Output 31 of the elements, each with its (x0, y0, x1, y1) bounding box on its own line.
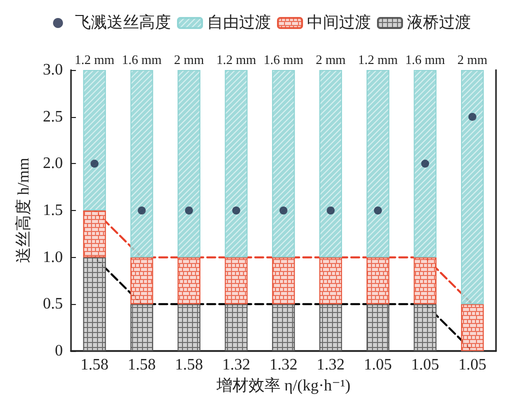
x-tick-label: 1.05 (458, 356, 486, 374)
x-tick-label: 1.05 (411, 356, 440, 374)
text: 1.6 mm (122, 52, 162, 67)
x-tick-label: 1.05 (364, 356, 392, 374)
legend-label: 自由过渡 (207, 14, 271, 32)
legend-label: 液桥过渡 (407, 14, 471, 32)
x-tick-label: 1.58 (128, 356, 156, 374)
text: 1.6 mm (405, 52, 446, 67)
text: 1.2 mm (74, 52, 114, 67)
text: 2 mm (457, 52, 488, 67)
x-tick-label: 1.32 (269, 356, 298, 374)
text: 2.0 (42, 155, 63, 172)
legend-label: 飞溅送丝高度 (75, 14, 171, 32)
text: 1.6 mm (264, 52, 304, 67)
text: 1.2 mm (358, 52, 398, 67)
y-tick-label: 2.5 (42, 108, 63, 126)
x-tick-label: 1.32 (316, 356, 345, 374)
text: 1.0 (42, 248, 63, 266)
text: 2 mm (316, 52, 346, 67)
text: 3.0 (42, 62, 63, 78)
y-tick-label: 0.5 (42, 296, 63, 313)
text: 0 (54, 342, 63, 360)
legend-label: 中间过渡 (307, 14, 371, 32)
x-axis-title: 增材效率 η/(kg·h⁻¹) (215, 376, 350, 394)
text: 2 mm (174, 52, 204, 67)
text: 1.2 mm (216, 52, 256, 67)
y-axis-title: 送丝高度 h/mm (14, 157, 32, 264)
x-tick-label: 1.58 (174, 356, 203, 374)
x-tick-label: 1.58 (80, 356, 109, 374)
y-tick-label: 1.5 (42, 202, 63, 219)
x-tick-label: 1.32 (222, 356, 250, 374)
